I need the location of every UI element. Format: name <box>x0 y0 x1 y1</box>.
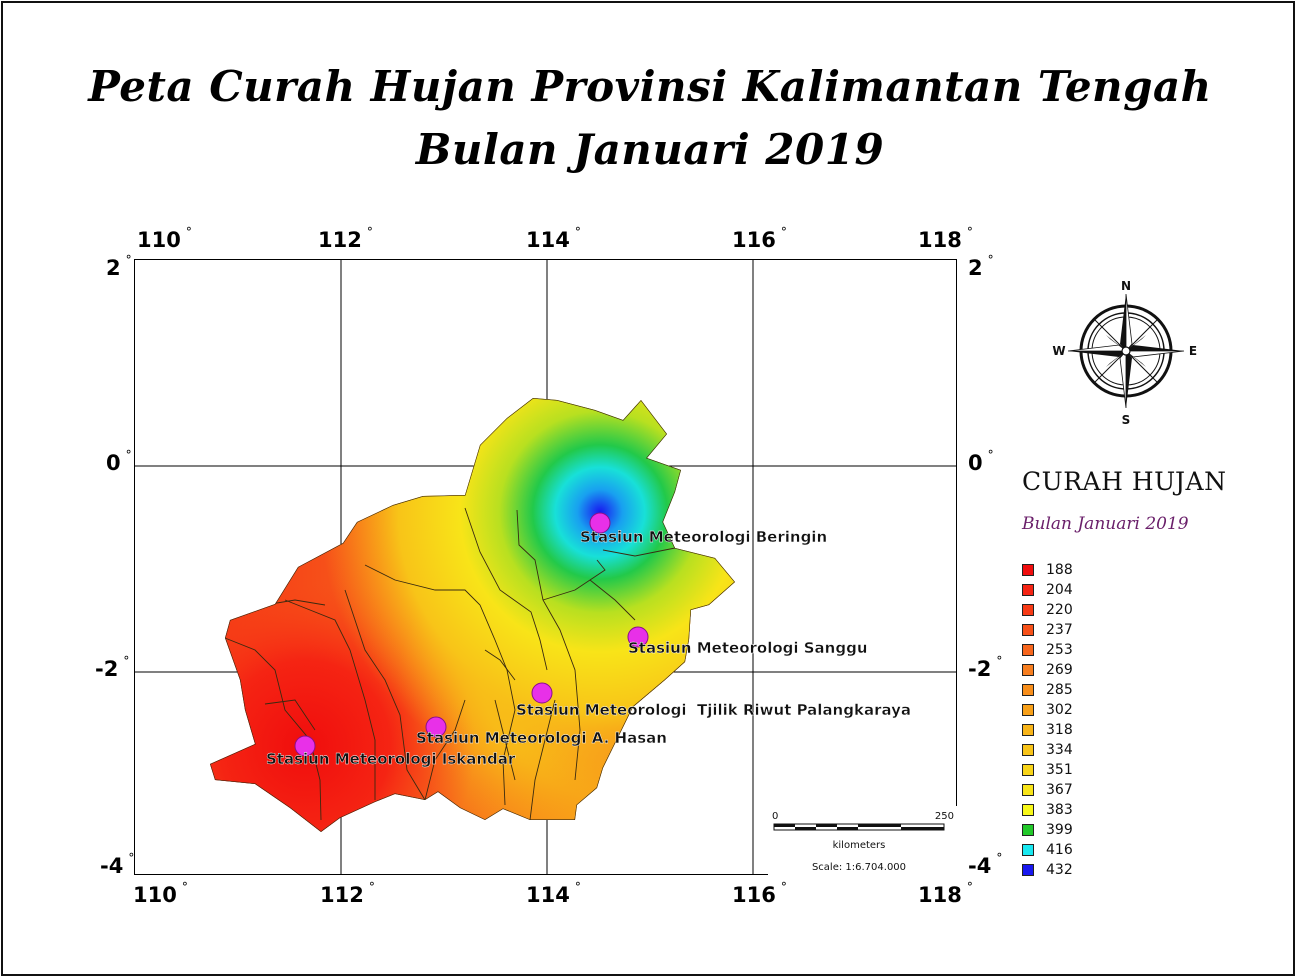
regency-boundaries <box>224 507 676 821</box>
legend-swatch <box>1022 824 1034 836</box>
legend-swatch <box>1022 704 1034 716</box>
legend-swatch <box>1022 564 1034 576</box>
lon-label-top-114: 114 ° <box>526 225 581 252</box>
legend-item: 302 <box>1022 700 1073 720</box>
lon-label-bottom-112: 112 ° <box>320 880 375 907</box>
legend-item: 416 <box>1022 840 1073 860</box>
legend-item: 269 <box>1022 660 1073 680</box>
map-title-line1: Peta Curah Hujan Provinsi Kalimantan Ten… <box>88 62 1212 111</box>
legend-value: 318 <box>1046 722 1073 738</box>
legend-swatch <box>1022 844 1034 856</box>
legend-swatch <box>1022 624 1034 636</box>
legend-item: 285 <box>1022 680 1073 700</box>
legend-item: 220 <box>1022 600 1073 620</box>
legend-subtitle: Bulan Januari 2019 <box>1022 514 1189 534</box>
legend-swatch <box>1022 804 1034 816</box>
station-marker-beringin <box>589 512 611 534</box>
legend-swatch <box>1022 644 1034 656</box>
legend-swatch <box>1022 604 1034 616</box>
legend-item: 383 <box>1022 800 1073 820</box>
station-label-beringin: Stasiun Meteorologi Beringin <box>580 528 827 546</box>
station-marker-iskandar <box>294 735 316 757</box>
compass-rose-icon: N S E W <box>1052 279 1197 426</box>
station-labels: Stasiun Meteorologi Beringin Stasiun Met… <box>266 528 911 768</box>
legend-swatch <box>1022 744 1034 756</box>
lon-label-bottom-114: 114 ° <box>526 880 581 907</box>
lat-label-right-minus2: -2 ° <box>968 654 1003 681</box>
station-label-palangkaraya: Stasiun Meteorologi Tjilik Riwut Palangk… <box>516 701 911 719</box>
legend-item: 318 <box>1022 720 1073 740</box>
legend-swatch <box>1022 864 1034 876</box>
legend-value: 237 <box>1046 622 1073 638</box>
compass-south-label: S <box>1122 413 1131 426</box>
lat-label-left-0: 0 ° <box>106 448 132 475</box>
legend-value: 269 <box>1046 662 1073 678</box>
legend-item: 399 <box>1022 820 1073 840</box>
legend-swatch <box>1022 664 1034 676</box>
station-markers <box>294 512 649 757</box>
station-marker-ahasan <box>425 716 447 738</box>
scale-start-label: 0 <box>772 811 778 822</box>
station-marker-palangkaraya <box>531 682 553 704</box>
legend-item: 334 <box>1022 740 1073 760</box>
legend-value: 351 <box>1046 762 1073 778</box>
compass-east-label: E <box>1189 344 1197 358</box>
legend-value: 367 <box>1046 782 1073 798</box>
lat-label-right-0: 0 ° <box>968 448 994 475</box>
lat-label-right-2: 2 ° <box>968 253 994 280</box>
legend-item: 351 <box>1022 760 1073 780</box>
rainfall-map-svg: Stasiun Meteorologi Beringin Stasiun Met… <box>135 260 956 874</box>
legend-value: 334 <box>1046 742 1073 758</box>
lat-label-right-minus4: -4 ° <box>968 851 1003 878</box>
lat-label-left-minus2: -2 ° <box>95 654 130 681</box>
legend-swatch <box>1022 584 1034 596</box>
lon-label-bottom-118: 118 ° <box>918 880 973 907</box>
legend-value: 285 <box>1046 682 1073 698</box>
lon-label-bottom-116: 116 ° <box>732 880 787 907</box>
compass-north-label: N <box>1121 279 1131 293</box>
scale-unit-label: kilometers <box>833 840 886 851</box>
legend-value: 253 <box>1046 642 1073 658</box>
legend-value: 220 <box>1046 602 1073 618</box>
map-title-line2: Bulan Januari 2019 <box>415 125 885 174</box>
lon-label-top-116: 116 ° <box>732 225 787 252</box>
lon-label-top-112: 112 ° <box>318 225 373 252</box>
station-marker-sanggu <box>627 626 649 648</box>
lon-label-top-110: 110 ° <box>137 225 192 252</box>
lon-label-bottom-110: 110 ° <box>133 880 188 907</box>
rainfall-surface <box>210 398 735 832</box>
legend-value: 399 <box>1046 822 1073 838</box>
legend-value: 188 <box>1046 562 1073 578</box>
station-label-ahasan: Stasiun Meteorologi A. Hasan <box>416 729 667 747</box>
map-area[interactable]: Stasiun Meteorologi Beringin Stasiun Met… <box>134 259 957 875</box>
legend-item: 432 <box>1022 860 1073 880</box>
legend-item: 253 <box>1022 640 1073 660</box>
station-label-iskandar: Stasiun Meteorologi Iskandar <box>266 750 516 768</box>
lat-label-left-minus4: -4 ° <box>100 851 135 878</box>
legend-value: 432 <box>1046 862 1073 878</box>
legend-swatch <box>1022 684 1034 696</box>
scale-ratio-label: Scale: 1:6.704.000 <box>812 862 906 873</box>
legend-item: 204 <box>1022 580 1073 600</box>
legend-value: 204 <box>1046 582 1073 598</box>
legend-swatch <box>1022 764 1034 776</box>
legend-title: CURAH HUJAN <box>1022 467 1227 496</box>
scale-bar: 0 250 kilometers Scale: 1:6.704.000 <box>768 806 958 876</box>
legend-value: 302 <box>1046 702 1073 718</box>
lat-label-left-2: 2 ° <box>106 253 132 280</box>
legend-item: 188 <box>1022 560 1073 580</box>
compass-west-label: W <box>1052 344 1065 358</box>
lon-label-top-118: 118 ° <box>918 225 973 252</box>
legend-item: 367 <box>1022 780 1073 800</box>
scale-end-label: 250 <box>935 811 954 822</box>
legend-value: 383 <box>1046 802 1073 818</box>
legend-value: 416 <box>1046 842 1073 858</box>
legend-item: 237 <box>1022 620 1073 640</box>
legend: 188 204 220 237 253 269 285 302 318 334 351 367 383 3… <box>1022 560 1073 880</box>
legend-swatch <box>1022 784 1034 796</box>
legend-swatch <box>1022 724 1034 736</box>
station-label-sanggu: Stasiun Meteorologi Sanggu <box>628 639 868 657</box>
